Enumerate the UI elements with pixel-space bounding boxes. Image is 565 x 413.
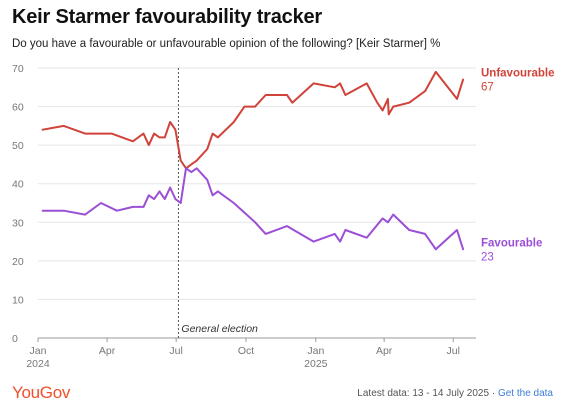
y-tick-label: 50 [12,140,24,152]
series-label-favourable: Favourable [481,237,542,249]
series-value-unfavourable: 67 [481,82,494,94]
general-election-label: General election [181,323,258,335]
x-tick-label: Jan [307,345,324,357]
x-tick-label: Apr [376,345,393,357]
yougov-logo: YouGov [12,383,71,402]
x-tick-year-label: 2025 [304,358,328,370]
y-tick-label: 20 [12,256,24,268]
get-the-data-link[interactable]: Get the data [497,388,553,399]
latest-data-note: Latest data: 13 - 14 July 2025 · [357,388,498,399]
page-title: Keir Starmer favourability tracker [12,6,323,28]
x-tick-label: Jul [169,345,182,357]
y-tick-label: 40 [12,179,24,191]
x-tick-label: Jul [447,345,460,357]
x-tick-year-label: 2024 [26,358,50,370]
series-label-unfavourable: Unfavourable [481,68,555,80]
x-tick-label: Oct [238,345,254,357]
series-line-favourable [41,167,465,251]
chart-subtitle: Do you have a favourable or unfavourable… [12,38,441,50]
y-tick-label: 60 [12,102,24,114]
x-tick-label: Apr [99,345,116,357]
footer: Latest data: 13 - 14 July 2025 · Get the… [357,388,553,399]
y-tick-label: 70 [12,63,24,75]
y-tick-label: 30 [12,217,24,229]
series-value-favourable: 23 [481,251,494,263]
y-tick-label: 10 [12,294,24,306]
series-line-unfavourable [41,70,465,170]
x-tick-label: Jan [30,345,47,357]
y-tick-label: 0 [12,333,18,345]
